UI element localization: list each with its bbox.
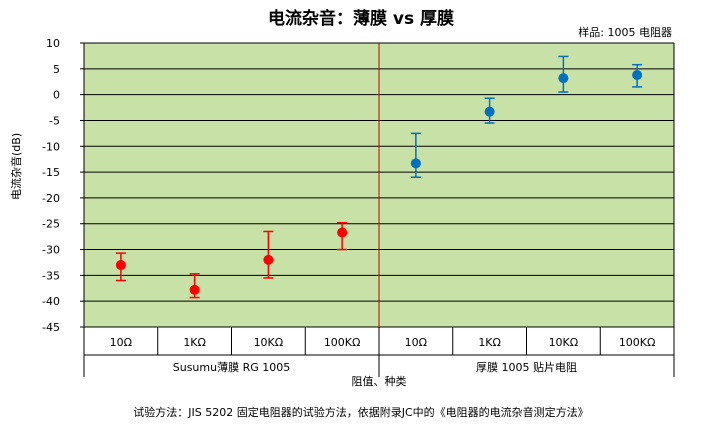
- data-point-1-3: [632, 70, 643, 81]
- x-tick-label-3: 100KΩ: [324, 336, 361, 349]
- y-tick-label-5: -15: [42, 166, 60, 179]
- x-tick-label-0: 10Ω: [110, 336, 132, 349]
- y-tick-label-7: -25: [42, 218, 60, 231]
- data-point-1-1: [484, 106, 495, 117]
- x-tick-label-5: 1KΩ: [478, 336, 501, 349]
- y-tick-label-8: -30: [42, 244, 60, 257]
- x-tick-label-7: 100KΩ: [619, 336, 656, 349]
- test-method-caption: 试验方法：JIS 5202 固定电阻器的试验方法，依据附录JC中的《电阻器的电流…: [133, 406, 589, 419]
- data-point-0-0: [115, 260, 126, 271]
- data-point-0-1: [189, 284, 200, 295]
- data-point-1-0: [410, 158, 421, 169]
- x-tick-label-4: 10Ω: [405, 336, 427, 349]
- y-tick-label-0: 10: [46, 37, 60, 50]
- y-tick-label-9: -35: [42, 269, 60, 282]
- y-tick-label-11: -45: [42, 321, 60, 334]
- group-label-0: Susumu薄膜 RG 1005: [173, 360, 291, 374]
- y-tick-label-4: -10: [42, 140, 60, 153]
- chart-title: 电流杂音：薄膜 vs 厚膜: [267, 9, 455, 29]
- group-label-1: 厚膜 1005 贴片电阻: [476, 360, 577, 374]
- x-tick-label-1: 1KΩ: [183, 336, 206, 349]
- y-tick-label-3: -5: [49, 114, 60, 127]
- y-tick-label-6: -20: [42, 192, 60, 205]
- y-tick-label-1: 5: [53, 63, 60, 76]
- x-tick-label-6: 10KΩ: [549, 336, 579, 349]
- x-axis-label: 阻值、种类: [352, 374, 407, 388]
- y-tick-label-2: 0: [53, 89, 60, 102]
- data-point-1-2: [558, 73, 569, 84]
- y-tick-label-10: -40: [42, 295, 60, 308]
- data-point-0-3: [337, 227, 348, 238]
- chart-subtitle: 样品: 1005 电阻器: [578, 26, 672, 39]
- data-point-0-2: [263, 254, 274, 265]
- x-tick-label-2: 10KΩ: [254, 336, 284, 349]
